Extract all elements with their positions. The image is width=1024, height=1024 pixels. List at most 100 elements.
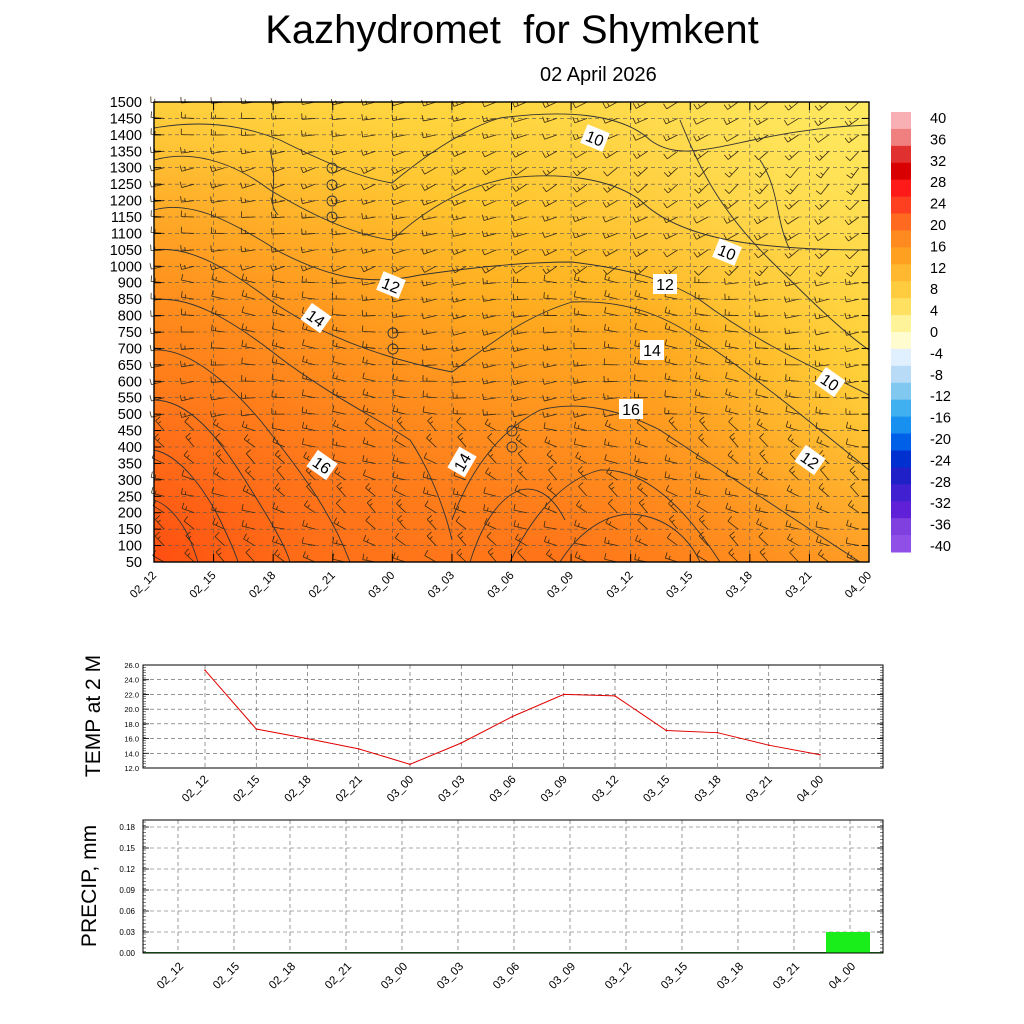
wind-barb <box>301 275 316 284</box>
wind-barb <box>607 498 618 513</box>
colorbar-label: 0 <box>930 325 938 341</box>
wind-barb-feather <box>482 295 484 302</box>
wind-barb-feather <box>425 297 428 302</box>
colorbar-label: 36 <box>930 132 946 148</box>
wind-barb <box>694 372 709 382</box>
wind-barb-feather <box>362 404 365 411</box>
wind-barb <box>724 340 739 349</box>
wind-barb-staff <box>362 377 376 382</box>
wind-barb-feather <box>395 133 398 137</box>
wind-barb <box>245 466 255 481</box>
wind-barb-feather <box>362 356 365 363</box>
wind-barb-feather <box>300 265 304 272</box>
wind-barb-feather <box>514 484 519 491</box>
wind-barb-feather <box>814 360 817 367</box>
wind-barb <box>481 329 497 336</box>
wind-barb <box>421 344 437 351</box>
wind-barb-feather <box>241 420 245 427</box>
wind-barb-feather <box>487 521 490 526</box>
colorbar-swatch <box>891 450 911 468</box>
wind-barb-feather <box>542 231 545 238</box>
wind-barb-feather <box>634 306 637 313</box>
wind-barb-staff <box>667 537 678 546</box>
wind-barb <box>815 151 830 161</box>
wind-barb-staff <box>362 118 376 121</box>
wind-barb <box>240 166 255 173</box>
wind-barb-feather <box>215 449 221 455</box>
wind-barb-feather <box>482 378 485 385</box>
wind-barb-feather <box>361 131 364 138</box>
wind-barb-staff <box>696 118 709 125</box>
wind-barb <box>451 150 467 157</box>
wind-barb-staff <box>848 216 860 226</box>
wind-barb-staff <box>755 394 769 399</box>
wind-barb-feather <box>845 106 850 112</box>
wind-barb-feather <box>815 406 817 413</box>
wind-barb-feather <box>215 507 217 512</box>
wind-barb-staff <box>820 469 830 481</box>
wind-barb-feather <box>602 232 606 239</box>
wind-barb-feather <box>399 421 403 425</box>
wind-barb-staff <box>272 427 285 431</box>
wind-barb-feather <box>637 483 642 489</box>
wind-barb-staff <box>514 249 527 256</box>
wind-barb-feather <box>756 418 761 425</box>
wind-barb-feather <box>184 362 186 367</box>
wind-barb-staff <box>302 542 316 546</box>
wind-barb-feather <box>240 409 243 416</box>
wind-barb-feather <box>543 520 546 527</box>
wind-barb <box>664 454 678 464</box>
wind-barb-feather <box>844 329 847 336</box>
wind-barb <box>848 500 860 514</box>
wind-barb <box>542 344 557 351</box>
wind-barb-feather <box>271 322 275 329</box>
colorbar-label: -16 <box>930 411 951 427</box>
wind-barb <box>844 134 860 144</box>
wind-barb-staff <box>393 265 406 273</box>
wind-barb-feather <box>723 234 728 240</box>
wind-barb-feather <box>574 551 578 558</box>
wind-barb-feather <box>548 465 554 471</box>
wind-barb <box>785 504 799 514</box>
wind-barb-feather <box>302 322 305 330</box>
wind-barb <box>424 500 437 514</box>
wind-barb-staff <box>274 487 286 497</box>
colorbar: 4036322824201612840-4-8-12-16-20-24-28-3… <box>891 111 951 555</box>
wind-barb-staff <box>302 233 316 235</box>
wind-barb-feather <box>214 412 216 417</box>
wind-barb-feather <box>632 232 636 239</box>
wind-barb-feather <box>577 277 580 281</box>
wind-barb-feather <box>698 515 704 520</box>
wind-barbs <box>149 96 860 563</box>
wind-barb-feather <box>757 467 762 473</box>
wind-barb <box>392 405 406 415</box>
wind-barb <box>270 148 285 155</box>
wind-barb-feather <box>453 502 457 509</box>
wind-barb-staff <box>664 378 678 382</box>
wind-barb-feather <box>667 233 670 238</box>
wind-barb-feather <box>668 171 672 175</box>
wind-barb-feather <box>362 437 366 444</box>
wind-barb <box>421 248 437 255</box>
wind-barb-staff <box>577 470 588 481</box>
wind-barb <box>637 483 648 497</box>
wind-barb-staff <box>604 295 618 300</box>
wind-barb-staff <box>366 502 376 513</box>
wind-barb-feather <box>183 450 189 456</box>
wind-barb <box>756 518 769 530</box>
wind-barb-feather <box>848 330 851 335</box>
wind-barb-feather <box>391 311 394 318</box>
colorbar-swatch <box>891 501 911 519</box>
wind-barb-staff <box>456 421 467 431</box>
wind-barb-staff <box>820 167 830 179</box>
wind-barb-staff <box>363 442 376 448</box>
wind-barb-staff <box>422 364 436 367</box>
temperature-x-tick-label: 02_18 <box>283 774 314 805</box>
wind-barb <box>725 502 739 514</box>
wind-barb-feather <box>728 408 731 413</box>
wind-barb <box>271 408 285 415</box>
wind-barb-staff <box>575 249 588 257</box>
wind-barb-feather <box>270 246 273 253</box>
wind-barb-staff <box>545 265 558 275</box>
wind-barb-feather <box>515 434 520 440</box>
